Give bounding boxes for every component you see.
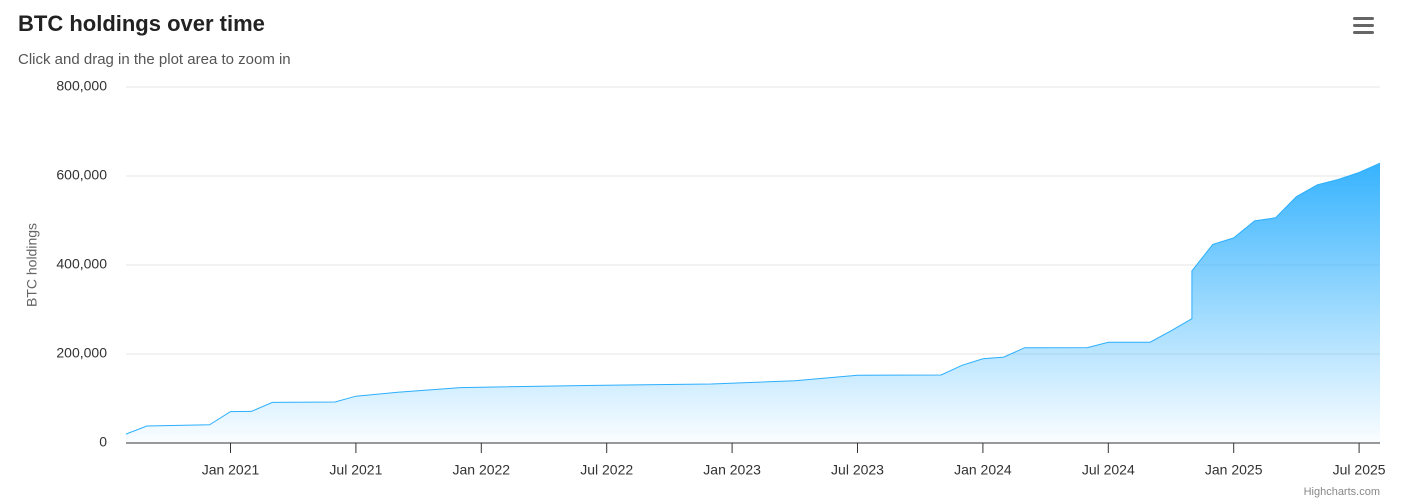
menu-bar <box>1353 24 1374 27</box>
chart-title: BTC holdings over time <box>18 11 265 36</box>
y-tick-label: 0 <box>99 434 107 450</box>
menu-bar <box>1353 31 1374 34</box>
x-tick-label: Jan 2021 <box>202 462 260 478</box>
x-tick-label: Jul 2025 <box>1333 462 1386 478</box>
x-tick-label: Jul 2023 <box>831 462 884 478</box>
x-tick-label: Jan 2025 <box>1205 462 1263 478</box>
y-axis-title: BTC holdings <box>24 223 40 307</box>
chart-subtitle: Click and drag in the plot area to zoom … <box>18 51 291 68</box>
y-tick-label: 600,000 <box>56 167 107 183</box>
credits[interactable]: Highcharts.com <box>1304 486 1380 498</box>
y-tick-label: 200,000 <box>56 345 107 361</box>
x-tick-label: Jul 2021 <box>329 462 382 478</box>
x-tick-label: Jul 2024 <box>1082 462 1135 478</box>
menu-bar <box>1353 17 1374 20</box>
y-tick-label: 400,000 <box>56 256 107 272</box>
x-tick-label: Jan 2024 <box>954 462 1012 478</box>
x-tick-label: Jan 2023 <box>703 462 761 478</box>
x-tick-label: Jul 2022 <box>580 462 633 478</box>
y-tick-label: 800,000 <box>56 78 107 94</box>
x-tick-label: Jan 2022 <box>452 462 510 478</box>
area-fill <box>126 163 1380 443</box>
menu-button[interactable] <box>1353 17 1374 34</box>
area-line <box>125 162 1381 435</box>
